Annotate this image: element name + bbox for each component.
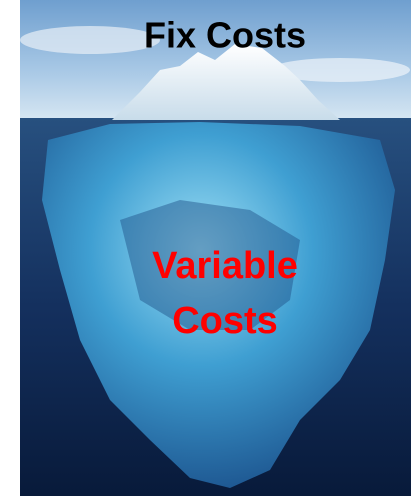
cloud	[20, 26, 160, 54]
iceberg-image: Fix Costs Variable Costs	[0, 0, 419, 496]
page: Fix Costs Variable Costs (() => { const …	[0, 0, 419, 496]
bottom-label-line: Variable	[152, 245, 298, 287]
bottom-label-line: Costs	[172, 300, 278, 342]
top-label: Fix Costs	[144, 15, 306, 56]
